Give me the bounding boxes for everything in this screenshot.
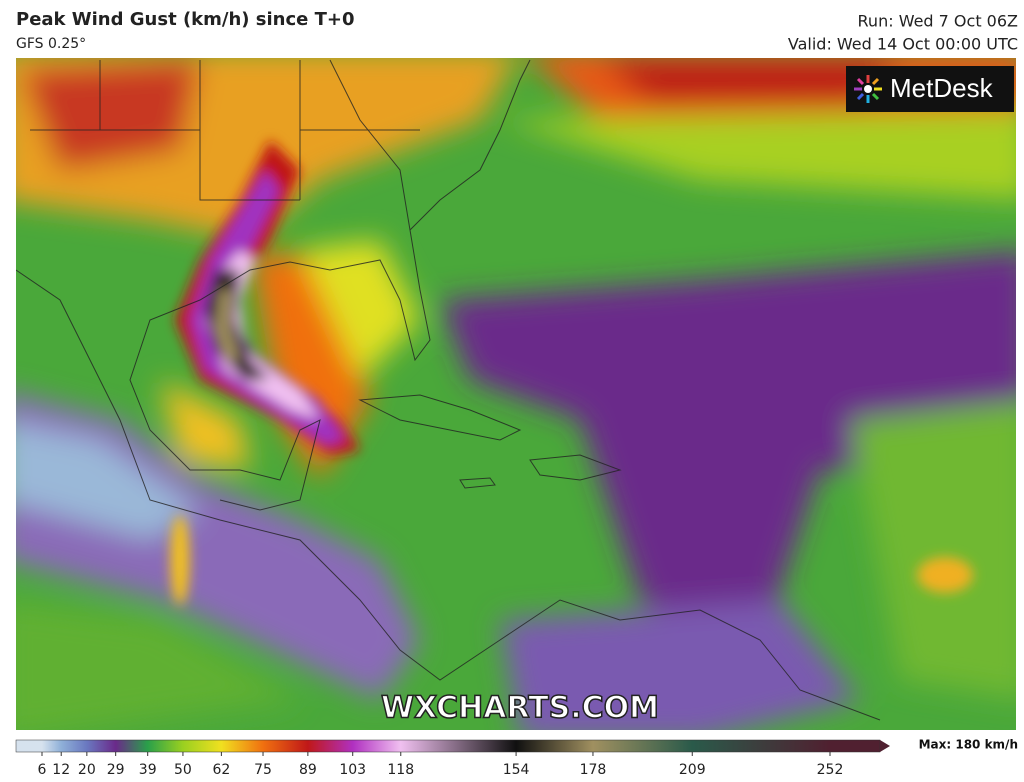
tick-label: 178 bbox=[580, 762, 607, 778]
model: GFS 0.25° bbox=[16, 36, 86, 52]
logo-icon bbox=[854, 75, 882, 103]
tick-label: 29 bbox=[107, 762, 125, 778]
tick-label: 89 bbox=[299, 762, 317, 778]
tick-label: 154 bbox=[503, 762, 530, 778]
logo-text: MetDesk bbox=[890, 73, 994, 103]
tick-label: 118 bbox=[387, 762, 414, 778]
wind-field bbox=[16, 58, 1016, 730]
title: Peak Wind Gust (km/h) since T+0 bbox=[16, 9, 355, 30]
max-label: Max: 180 km/h bbox=[919, 738, 1018, 752]
tick-label: 39 bbox=[139, 762, 157, 778]
valid-time: Valid: Wed 14 Oct 00:00 UTC bbox=[788, 35, 1018, 54]
colorbar: 6 12 20 29 39 50 62 75 89 103 118 154 178 209 252 bbox=[15, 739, 890, 778]
tick-label: 6 bbox=[38, 762, 47, 778]
tick-label: 12 bbox=[52, 762, 70, 778]
tick-label: 75 bbox=[254, 762, 272, 778]
tick-label: 20 bbox=[78, 762, 96, 778]
tick-label: 252 bbox=[817, 762, 844, 778]
run-time: Run: Wed 7 Oct 06Z bbox=[858, 12, 1019, 31]
tick-label: 50 bbox=[174, 762, 192, 778]
tick-label: 103 bbox=[339, 762, 366, 778]
colorbar-fill bbox=[15, 739, 881, 753]
watermark: WXCHARTS.COM bbox=[381, 691, 659, 726]
tick-label: 62 bbox=[212, 762, 230, 778]
colorbar-arrow bbox=[880, 740, 890, 752]
tick-label: 209 bbox=[679, 762, 706, 778]
